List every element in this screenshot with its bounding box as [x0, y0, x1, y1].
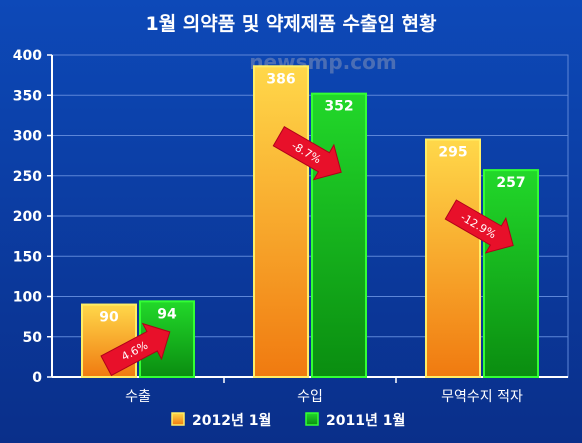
- data-label: 386: [266, 71, 295, 87]
- bar-series-2012-2: [425, 138, 481, 378]
- bar-series-2012-1: [253, 65, 309, 379]
- x-tick-label: 수입: [297, 389, 323, 405]
- legend: 2012년 1월 2011년 1월: [171, 412, 405, 429]
- growth-arrow: 4.6%: [100, 322, 171, 377]
- legend-label: 2011년 1월: [326, 412, 405, 429]
- data-label: 90: [99, 310, 119, 326]
- arrow-shape: [100, 322, 171, 377]
- y-tick-label: 200: [13, 209, 42, 225]
- data-label: 352: [324, 99, 353, 115]
- y-tick-label: 400: [13, 48, 42, 64]
- data-label: 295: [438, 145, 467, 161]
- legend-label: 2012년 1월: [192, 412, 271, 429]
- x-tick-label: 무역수지 적자: [441, 389, 523, 405]
- bar-series-2011-1: [311, 92, 367, 378]
- growth-arrow: -12.9%: [444, 199, 514, 254]
- plot-area: 0 50 100 150 200 250 300 350 400 90 94 수출 386 352 수입 29…: [13, 48, 569, 405]
- x-tick-label: 수출: [125, 389, 151, 405]
- arrow-shape: [272, 126, 342, 181]
- data-label: 94: [157, 306, 177, 322]
- chart-title: 1월 의약품 및 약제제품 수출입 현황: [145, 12, 437, 35]
- y-tick-label: 250: [13, 169, 42, 185]
- y-tick-label: 300: [13, 129, 42, 145]
- legend-swatch-series-2012: [171, 412, 185, 426]
- y-tick-label: 0: [32, 370, 42, 386]
- y-tick-label: 100: [13, 290, 42, 306]
- data-label: 257: [496, 175, 525, 191]
- y-tick-label: 350: [13, 88, 42, 104]
- y-tick-label: 150: [13, 249, 42, 265]
- bar-series-2011-2: [483, 169, 539, 378]
- legend-swatch-series-2011: [305, 412, 319, 426]
- arrow-shape: [444, 199, 514, 254]
- y-tick-label: 50: [23, 330, 43, 346]
